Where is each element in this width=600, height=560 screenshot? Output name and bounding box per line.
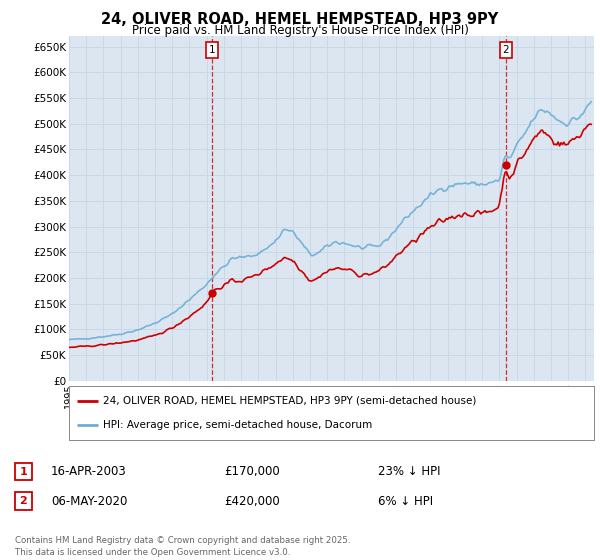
Text: 06-MAY-2020: 06-MAY-2020 bbox=[51, 494, 127, 508]
Text: 6% ↓ HPI: 6% ↓ HPI bbox=[378, 494, 433, 508]
Text: 1: 1 bbox=[20, 466, 27, 477]
Text: HPI: Average price, semi-detached house, Dacorum: HPI: Average price, semi-detached house,… bbox=[103, 420, 373, 430]
Text: £170,000: £170,000 bbox=[224, 465, 280, 478]
Text: 1: 1 bbox=[208, 45, 215, 55]
Text: 24, OLIVER ROAD, HEMEL HEMPSTEAD, HP3 9PY: 24, OLIVER ROAD, HEMEL HEMPSTEAD, HP3 9P… bbox=[101, 12, 499, 27]
Text: £420,000: £420,000 bbox=[224, 494, 280, 508]
Text: 24, OLIVER ROAD, HEMEL HEMPSTEAD, HP3 9PY (semi-detached house): 24, OLIVER ROAD, HEMEL HEMPSTEAD, HP3 9P… bbox=[103, 396, 476, 406]
Text: 23% ↓ HPI: 23% ↓ HPI bbox=[378, 465, 440, 478]
Text: 2: 2 bbox=[502, 45, 509, 55]
Text: Price paid vs. HM Land Registry's House Price Index (HPI): Price paid vs. HM Land Registry's House … bbox=[131, 24, 469, 37]
Text: 2: 2 bbox=[20, 496, 27, 506]
Text: Contains HM Land Registry data © Crown copyright and database right 2025.
This d: Contains HM Land Registry data © Crown c… bbox=[15, 536, 350, 557]
Text: 16-APR-2003: 16-APR-2003 bbox=[51, 465, 127, 478]
